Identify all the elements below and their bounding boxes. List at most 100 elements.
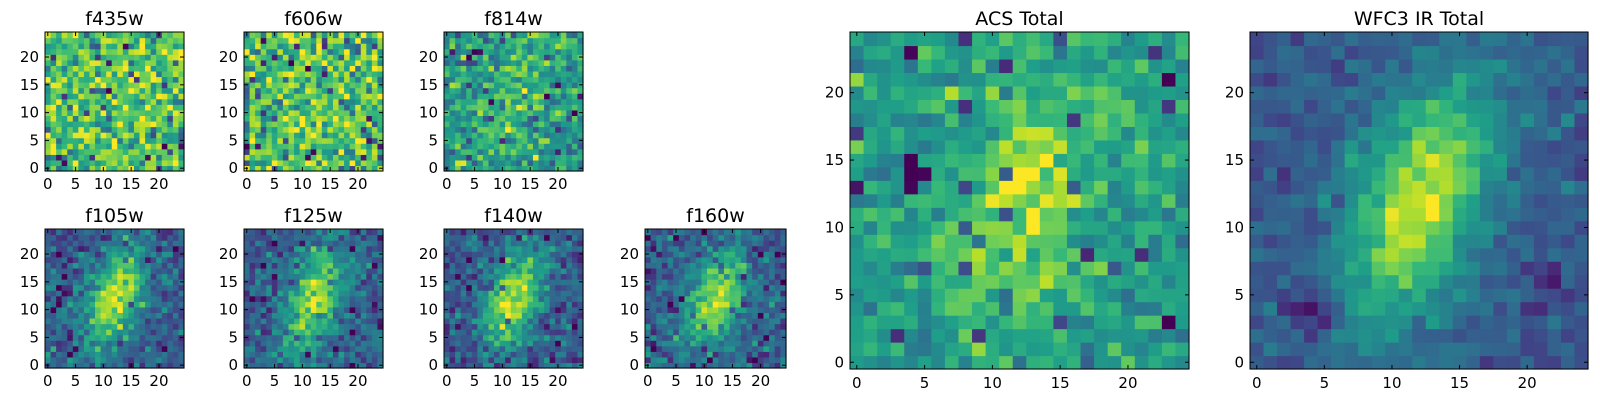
heatmap-cell	[1161, 315, 1177, 330]
heatmap-cell	[260, 295, 267, 302]
heatmap-cell	[560, 143, 567, 150]
heatmap-cell	[282, 256, 290, 263]
heatmap-cell	[139, 262, 146, 269]
heatmap-cell	[133, 323, 141, 330]
heatmap-cell	[321, 351, 328, 358]
heatmap-cell	[145, 109, 152, 116]
heatmap-cell	[958, 288, 973, 303]
heatmap-cell	[305, 109, 312, 116]
heatmap-cell	[1175, 180, 1190, 195]
heatmap-cell	[244, 104, 251, 111]
heatmap-cell	[863, 315, 878, 330]
heatmap-cell	[133, 234, 141, 241]
heatmap-cell	[460, 301, 467, 308]
heatmap-cell	[371, 48, 379, 55]
heatmap-cell	[161, 104, 168, 111]
heatmap-cell	[67, 132, 74, 139]
heatmap-cell	[532, 267, 540, 275]
heatmap-cell	[288, 340, 295, 347]
heatmap-cell	[332, 137, 340, 144]
heatmap-cell	[466, 306, 473, 313]
heatmap-cell	[111, 43, 118, 50]
heatmap-cell	[571, 154, 579, 161]
heatmap-cell	[266, 284, 273, 291]
heatmap-cell	[305, 356, 312, 364]
heatmap-cell	[271, 312, 278, 319]
heatmap-cell	[128, 109, 135, 116]
heatmap-cell	[527, 317, 534, 325]
heatmap-cell	[471, 70, 478, 78]
heatmap-cell	[455, 251, 462, 258]
heatmap-cell	[1107, 315, 1122, 330]
heatmap-cell	[244, 356, 251, 364]
heatmap-cell	[266, 317, 273, 325]
heatmap-cell	[133, 65, 141, 72]
heatmap-cell	[244, 256, 251, 263]
heatmap-cell	[344, 132, 351, 139]
heatmap-cell	[1053, 220, 1068, 235]
x-tick-label: 0	[242, 372, 252, 390]
heatmap-cell	[156, 115, 163, 122]
heatmap-cell	[321, 234, 328, 241]
heatmap-cell	[133, 59, 141, 66]
heatmap-cell	[100, 323, 107, 330]
heatmap-cell	[332, 32, 340, 39]
heatmap-cell	[332, 312, 340, 319]
heatmap-cell	[366, 115, 373, 122]
heatmap-cell	[72, 65, 79, 72]
heatmap-cell	[466, 340, 473, 347]
heatmap-cell	[271, 132, 278, 139]
heatmap-cell	[260, 37, 267, 44]
heatmap-cell	[780, 273, 787, 280]
heatmap-cell	[122, 317, 129, 325]
heatmap-cell	[294, 340, 301, 347]
heatmap-cell	[61, 334, 68, 341]
heatmap-cell	[877, 166, 892, 181]
heatmap-cell	[117, 351, 124, 358]
heatmap-cell	[178, 290, 185, 297]
heatmap-cell	[673, 295, 680, 302]
heatmap-cell	[1066, 315, 1082, 330]
heatmap-cell	[305, 43, 312, 50]
heatmap-cell	[156, 76, 163, 83]
heatmap-cell	[260, 126, 267, 133]
heatmap-cell	[316, 229, 323, 236]
heatmap-cell	[145, 143, 152, 150]
heatmap-cell	[650, 245, 657, 252]
heatmap-cell	[305, 137, 312, 144]
heatmap-cell	[167, 323, 174, 330]
heatmap-cell	[958, 207, 973, 222]
heatmap-cell	[477, 43, 484, 50]
heatmap-cell	[282, 345, 290, 352]
heatmap-cell	[106, 143, 113, 150]
heatmap-cell	[95, 82, 102, 89]
heatmap-cell	[656, 351, 663, 358]
heatmap-cell	[355, 356, 362, 364]
heatmap-cell	[571, 234, 579, 241]
heatmap-cell	[863, 220, 878, 235]
heatmap-cell	[327, 82, 334, 89]
heatmap-cell	[178, 295, 185, 302]
heatmap-cell	[449, 323, 456, 330]
heatmap-cell	[746, 245, 753, 252]
heatmap-cell	[690, 262, 697, 269]
heatmap-cell	[156, 306, 163, 313]
heatmap-cell	[477, 256, 484, 263]
heatmap-cell	[249, 323, 256, 330]
heatmap-cell	[161, 154, 168, 161]
heatmap-cell	[510, 301, 517, 308]
heatmap-cell	[133, 245, 141, 252]
heatmap-cell	[156, 59, 163, 66]
heatmap-cell	[701, 306, 708, 313]
heatmap-cell	[72, 262, 79, 269]
heatmap-cell	[723, 273, 731, 280]
heatmap-cell	[61, 82, 68, 89]
heatmap-cell	[1161, 342, 1177, 357]
heatmap-cell	[371, 82, 379, 89]
heatmap-cell	[56, 306, 63, 313]
heatmap-cell	[106, 132, 113, 139]
heatmap-cell	[707, 245, 714, 252]
heatmap-cell	[294, 290, 301, 297]
heatmap-cell	[538, 245, 545, 252]
heatmap-cell	[161, 267, 168, 275]
